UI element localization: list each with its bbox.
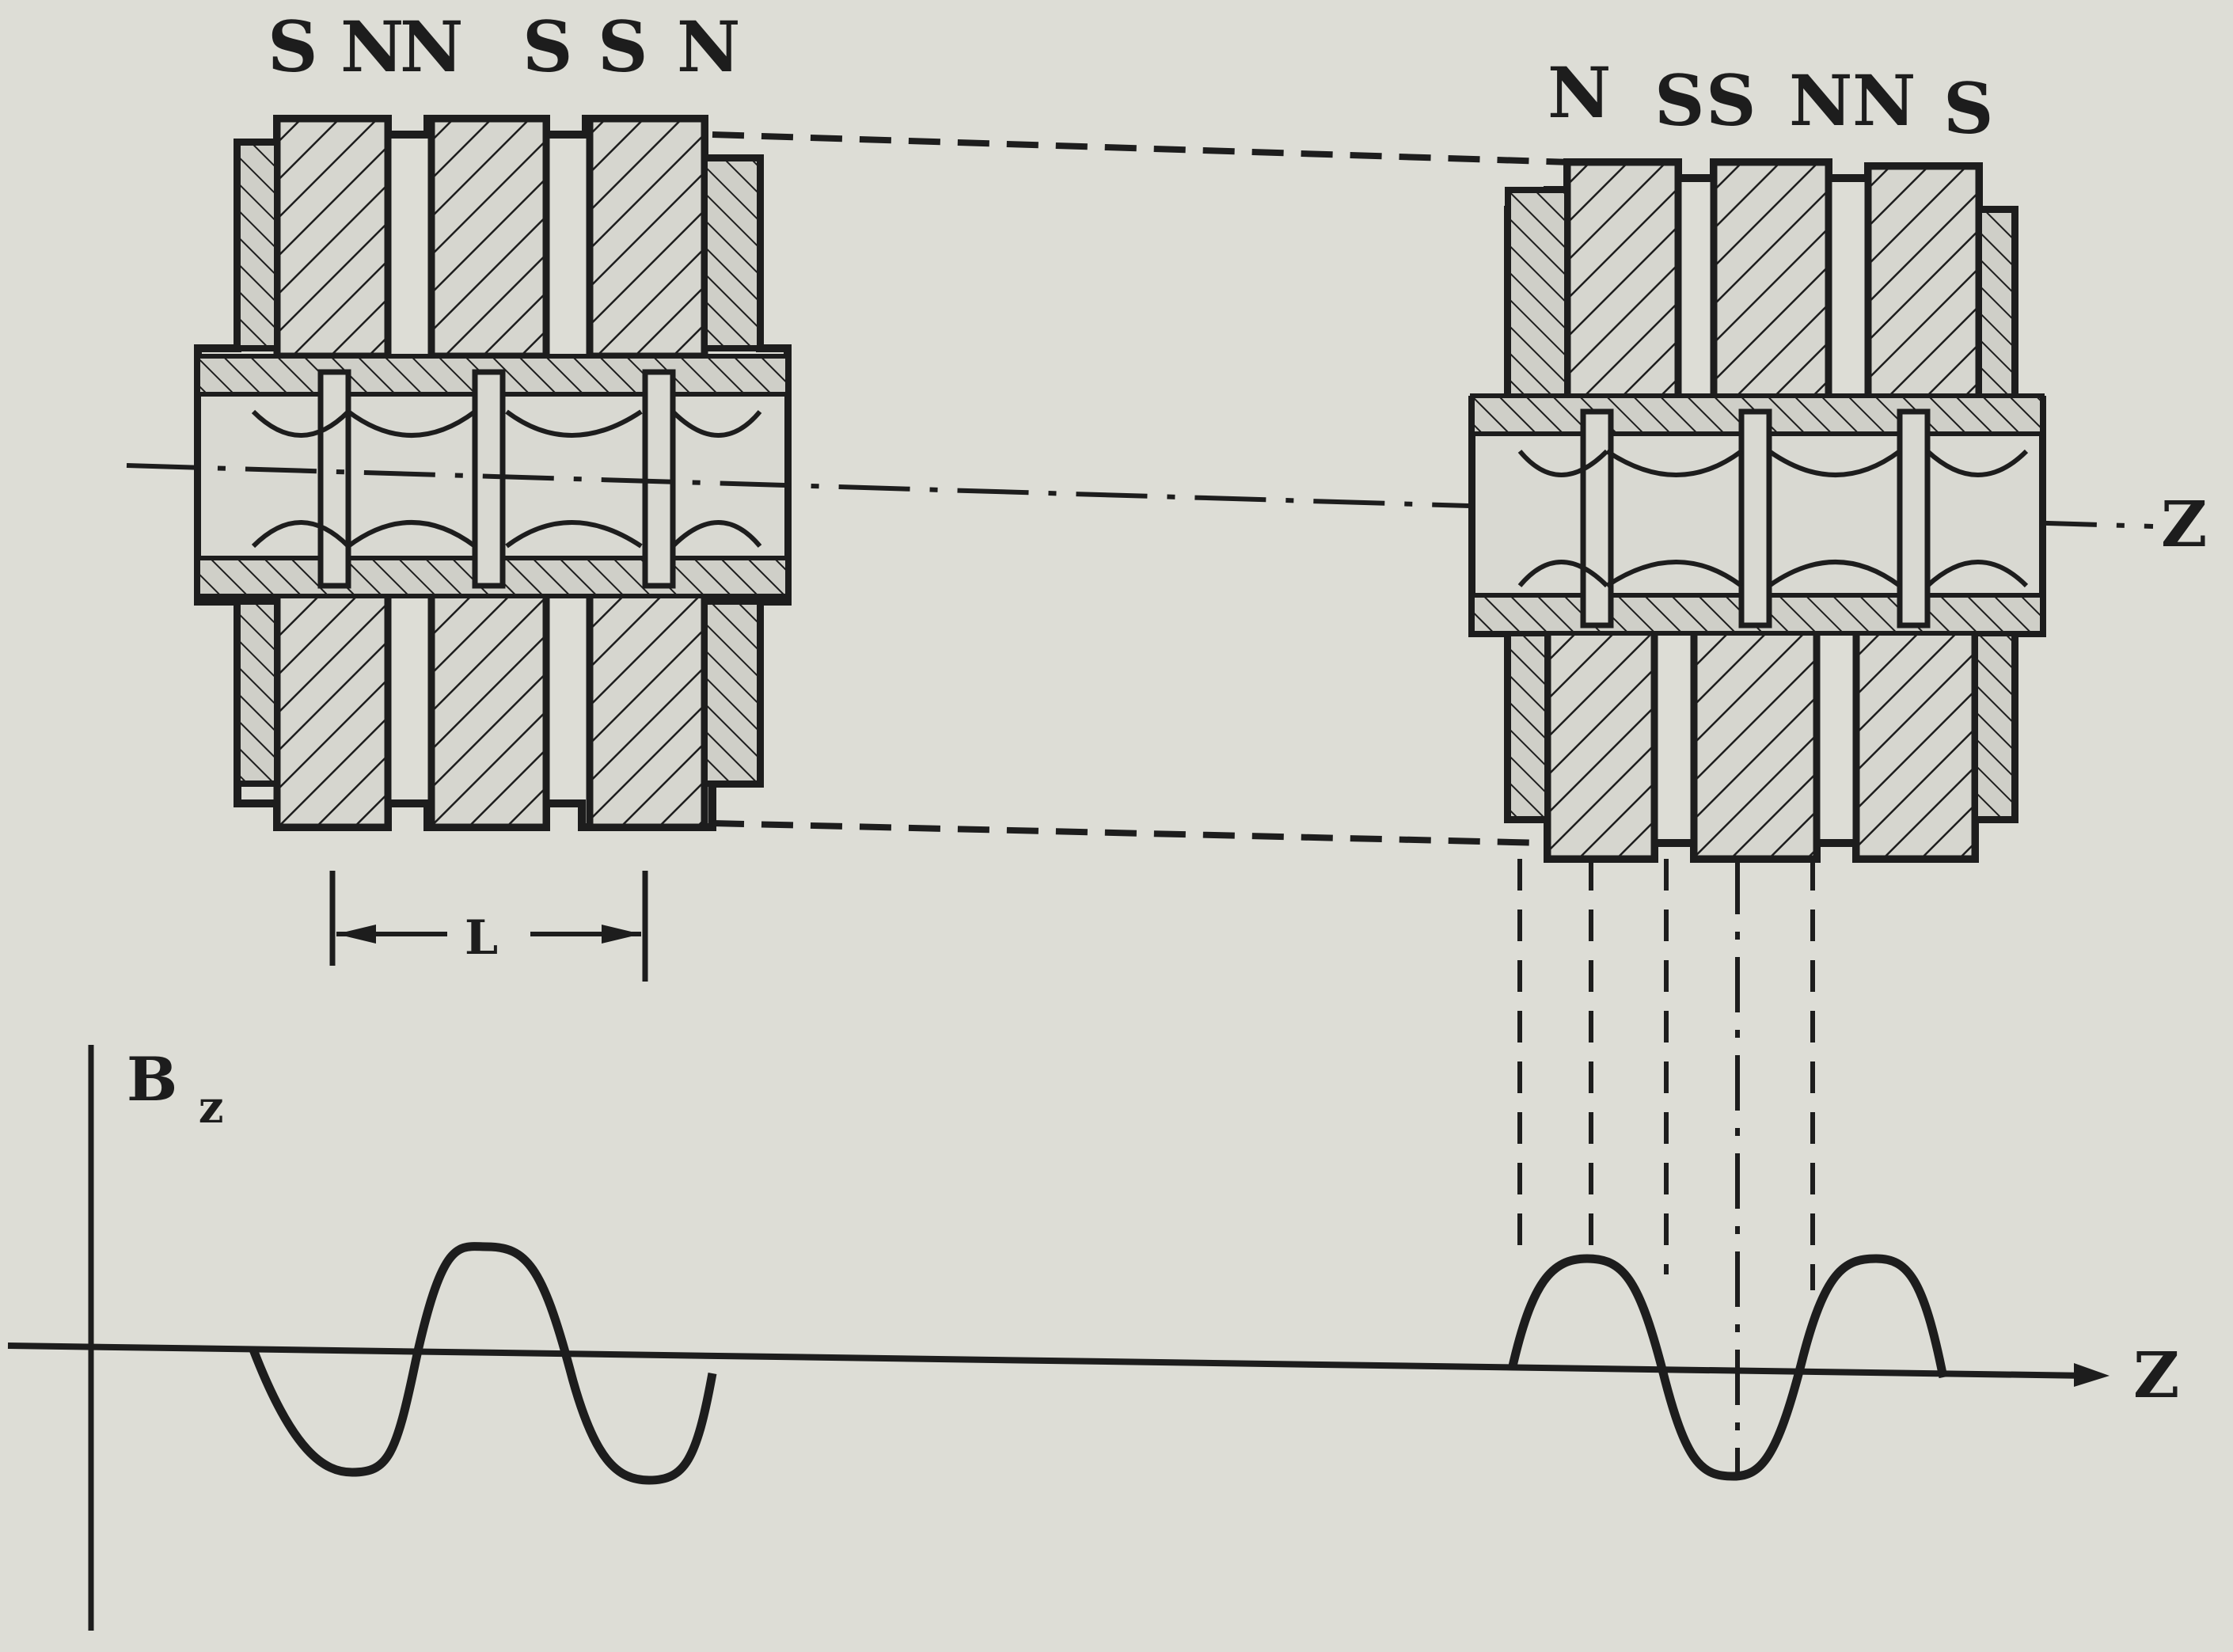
left-lower-magnet-2 xyxy=(427,586,550,831)
left-upper-polepiece-left xyxy=(234,139,280,351)
left-pole-label-1: S xyxy=(268,6,318,88)
right-pole-label-2: S xyxy=(1654,59,1705,142)
right-magnet-stack xyxy=(1468,158,2046,863)
z-axis-horizontal xyxy=(7,1342,2091,1379)
period-dimension: L xyxy=(329,871,648,982)
right-lower-magnet-1 xyxy=(1544,617,1658,863)
left-lower-magnet-1 xyxy=(273,586,392,831)
right-spacer-1 xyxy=(1580,408,1614,629)
left-upper-magnet-1 xyxy=(273,115,392,360)
left-pole-label-3: N xyxy=(400,6,463,88)
bz-plot: Z B z xyxy=(7,1044,2179,1631)
right-field-curve xyxy=(1507,1254,1948,1481)
right-pole-label-5: N xyxy=(1852,59,1916,142)
bz-label-main: B xyxy=(127,1044,177,1115)
left-spacer-1 xyxy=(317,369,351,589)
left-field-arcs xyxy=(251,409,762,549)
z-label-lower: Z xyxy=(2133,1338,2179,1412)
right-pole-label-3: S xyxy=(1706,59,1756,142)
left-upper-magnet-2 xyxy=(427,115,550,360)
left-upper-magnet-3 xyxy=(586,115,708,360)
right-pole-labels: N S S N N S xyxy=(1548,51,1994,150)
right-lower-magnet-2 xyxy=(1690,617,1821,863)
right-lower-polepiece-right xyxy=(1972,630,2018,822)
bottom-dashed-link xyxy=(712,820,1548,846)
period-label: L xyxy=(465,910,498,966)
right-spacer-2 xyxy=(1738,408,1772,629)
left-lower-magnet-3 xyxy=(586,586,708,831)
left-pole-label-2: N xyxy=(340,6,404,88)
z-label-upper: Z xyxy=(2161,487,2207,561)
right-pole-label-1: N xyxy=(1548,51,1611,134)
right-pole-label-4: N xyxy=(1789,59,1852,142)
left-pole-label-5: S xyxy=(598,6,648,88)
left-field-curve xyxy=(249,1242,717,1485)
right-lower-magnet-3 xyxy=(1852,617,1979,863)
right-spacer-3 xyxy=(1897,408,1931,629)
left-upper-polepiece-right xyxy=(701,155,763,351)
right-pole-label-6: S xyxy=(1943,67,1994,150)
right-upper-magnet-3 xyxy=(1864,162,1983,404)
left-lower-polepiece-right xyxy=(701,598,763,787)
right-field-arcs xyxy=(1517,449,2029,588)
right-upper-polepiece-right xyxy=(1976,207,2018,403)
right-upper-magnet-1 xyxy=(1563,158,1682,404)
z-axis-arrowhead xyxy=(2074,1363,2110,1387)
right-upper-polepiece-left xyxy=(1505,187,1570,403)
left-pole-label-4: S xyxy=(522,6,573,88)
left-lower-polepiece-left xyxy=(234,598,280,787)
left-pole-labels: S N N S S N xyxy=(268,6,740,88)
left-pole-label-6: N xyxy=(677,6,740,88)
bz-label: B z xyxy=(127,1044,224,1134)
top-dashed-link xyxy=(712,131,1572,165)
bz-label-subscript: z xyxy=(199,1081,224,1134)
right-upper-magnet-2 xyxy=(1710,158,1832,404)
right-lower-polepiece-left xyxy=(1505,630,1551,822)
left-magnet-stack xyxy=(194,115,792,831)
